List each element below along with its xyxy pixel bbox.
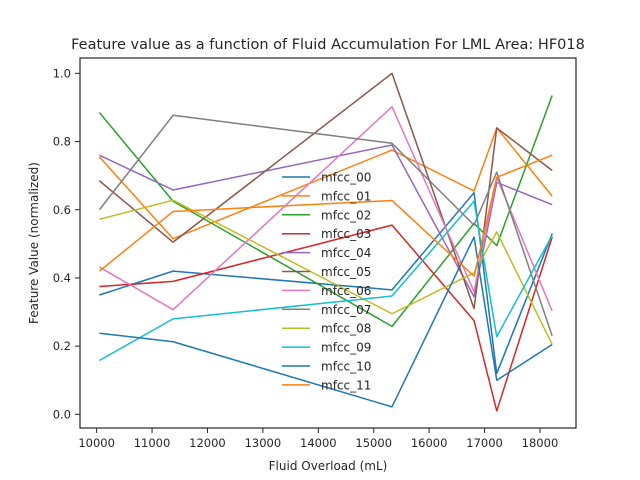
x-tick-label: 16000 [411,436,448,450]
legend-entry-label: mfcc_10 [321,360,371,374]
x-axis: 10000 11000 12000 13000 14000 15000 16000 17000… [78,428,558,450]
y-tick-label: 0.2 [53,339,71,353]
x-tick-label: 11000 [134,436,171,450]
x-tick-label: 12000 [189,436,226,450]
series-line-mfcc-04 [99,144,553,298]
series-line-mfcc-08 [99,199,553,345]
y-tick-label: 0.4 [53,271,71,285]
x-axis-label: Fluid Overload (mL) [269,459,388,473]
series-line-mfcc-11 [98,154,553,277]
series-layer [98,72,553,412]
x-tick-label: 18000 [522,436,559,450]
legend-entry-label: mfcc_05 [321,265,371,279]
legend-entry-label: mfcc_00 [321,171,371,185]
y-tick-label: 1.0 [53,66,71,80]
legend-entry-label: mfcc_04 [321,246,371,260]
legend-entry-label: mfcc_08 [321,322,371,336]
x-tick-label: 14000 [300,436,337,450]
series-line-mfcc-10 [99,236,553,408]
series-line-mfcc-09 [99,200,553,362]
legend-entry-label: mfcc_02 [321,208,371,222]
series-line-mfcc-05 [98,72,553,310]
legend-entry-label: mfcc_06 [321,284,371,298]
series-line-mfcc-07 [98,114,553,337]
plot-area-frame [79,57,577,429]
series-line-mfcc-03 [99,224,553,412]
series-line-mfcc-01 [98,127,553,240]
series-line-mfcc-02 [98,95,553,328]
legend: mfcc_00 mfcc_01 mfcc_02 mfcc_03 mfcc_04 mfcc_… [282,171,371,392]
legend-entry-label: mfcc_09 [321,341,371,355]
y-axis-label: Feature Value (normalized) [27,162,41,324]
y-axis: 0.0 0.2 0.4 0.6 0.8 1.0 [53,66,80,421]
x-tick-label: 17000 [466,436,503,450]
series-line-mfcc-00 [99,191,553,375]
x-tick-label: 15000 [355,436,392,450]
chart-title: Feature value as a function of Fluid Acc… [71,37,585,53]
y-tick-label: 0.6 [53,203,71,217]
x-tick-label: 10000 [78,436,115,450]
legend-entry-label: mfcc_11 [321,378,371,392]
legend-entry-label: mfcc_07 [321,303,371,317]
legend-entry-label: mfcc_01 [321,189,371,203]
legend-entry-label: mfcc_03 [321,227,371,241]
x-tick-label: 13000 [245,436,282,450]
y-tick-label: 0.8 [53,135,71,149]
y-tick-label: 0.0 [53,407,71,421]
